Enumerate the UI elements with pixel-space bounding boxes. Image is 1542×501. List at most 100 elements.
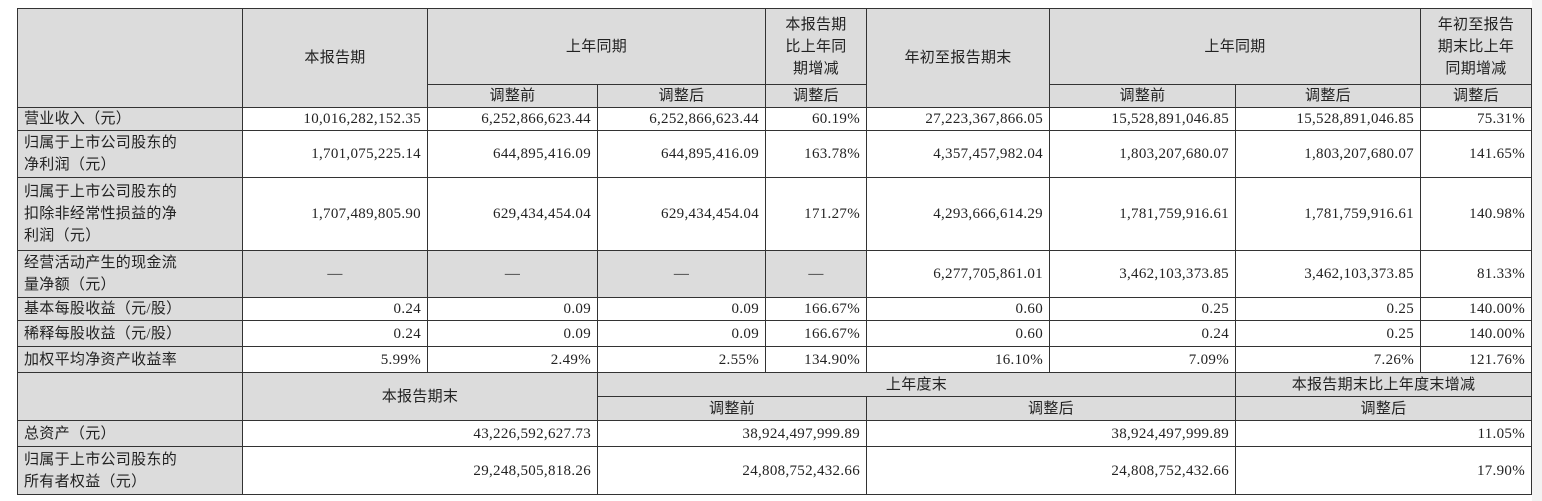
cell: 60.19% bbox=[765, 107, 867, 131]
cell: 0.60 bbox=[866, 297, 1050, 321]
cell: 7.26% bbox=[1235, 346, 1421, 373]
table-row: 总资产（元） 43,226,592,627.73 38,924,497,999.… bbox=[17, 420, 1532, 447]
scrollbar-strip bbox=[1532, 0, 1542, 501]
cell: 1,803,207,680.07 bbox=[1049, 130, 1236, 178]
label-line: 归属于上市公司股东的 bbox=[24, 184, 178, 200]
header-after-adj: 调整后 bbox=[765, 84, 867, 108]
cell: 0.60 bbox=[866, 320, 1050, 347]
cell-na: — bbox=[242, 250, 428, 298]
cell: 1,701,075,225.14 bbox=[242, 130, 428, 178]
label-line: 经营活动产生的现金流 bbox=[24, 255, 178, 271]
label-line: 扣除非经常性损益的净 bbox=[24, 206, 178, 222]
cell: 166.67% bbox=[765, 320, 867, 347]
cell: 15,528,891,046.85 bbox=[1235, 107, 1421, 131]
header-before-adj: 调整前 bbox=[597, 396, 867, 421]
cell: 0.25 bbox=[1235, 297, 1421, 321]
cell: 644,895,416.09 bbox=[597, 130, 766, 178]
cell: 140.00% bbox=[1420, 297, 1532, 321]
table-row: 稀释每股收益（元/股） 0.24 0.09 0.09 166.67% 0.60 … bbox=[17, 320, 1532, 347]
cell: 11.05% bbox=[1235, 420, 1532, 447]
cell: 10,016,282,152.35 bbox=[242, 107, 428, 131]
cell: 121.76% bbox=[1420, 346, 1532, 373]
table-row: 归属于上市公司股东的 净利润（元） 1,701,075,225.14 644,89… bbox=[17, 130, 1532, 178]
financial-summary-table: 本报告期 上年同期 本报告期 比上年同 期增减 年初至报告期末 上年同期 年初至… bbox=[17, 8, 1532, 495]
cell: 4,357,457,982.04 bbox=[866, 130, 1050, 178]
cell-na: — bbox=[597, 250, 766, 298]
cell: 0.09 bbox=[427, 297, 598, 321]
label-line: 量净额（元） bbox=[24, 277, 116, 293]
table-row: 基本每股收益（元/股） 0.24 0.09 0.09 166.67% 0.60 … bbox=[17, 297, 1532, 321]
header-prior-same-period: 上年同期 bbox=[427, 8, 766, 85]
label-line: 利润（元） bbox=[24, 228, 101, 244]
header-ytd: 年初至报告期末 bbox=[866, 8, 1050, 108]
table-row: 归属于上市公司股东的 所有者权益（元） 29,248,505,818.26 24,… bbox=[17, 446, 1532, 495]
cell: 81.33% bbox=[1420, 250, 1532, 298]
cell: 644,895,416.09 bbox=[427, 130, 598, 178]
header-current-period: 本报告期 bbox=[242, 8, 428, 108]
label-line: 基本每股收益（元/股） bbox=[24, 301, 182, 317]
row-label: 归属于上市公司股东的 所有者权益（元） bbox=[17, 446, 243, 495]
cell: 15,528,891,046.85 bbox=[1049, 107, 1236, 131]
row-label: 营业收入（元） bbox=[17, 107, 243, 131]
cell: 0.09 bbox=[427, 320, 598, 347]
table-row: 营业收入（元） 10,016,282,152.35 6,252,866,623.… bbox=[17, 107, 1532, 131]
row-label: 稀释每股收益（元/股） bbox=[17, 320, 243, 347]
cell: 1,781,759,916.61 bbox=[1049, 177, 1236, 251]
header-after-adj: 调整后 bbox=[1235, 84, 1421, 108]
header-blank bbox=[17, 8, 243, 108]
cell: 629,434,454.04 bbox=[597, 177, 766, 251]
cell: 3,462,103,373.85 bbox=[1049, 250, 1236, 298]
header-line: 期末比上年 bbox=[1437, 38, 1515, 55]
label-line: 加权平均净资产收益率 bbox=[24, 351, 178, 368]
header-line: 期增减 bbox=[793, 60, 839, 77]
cell: 6,252,866,623.44 bbox=[597, 107, 766, 131]
cell: 1,707,489,805.90 bbox=[242, 177, 428, 251]
header-change-after-adj: 调整后 bbox=[1235, 396, 1532, 421]
cell: 3,462,103,373.85 bbox=[1235, 250, 1421, 298]
table-row: 归属于上市公司股东的 扣除非经常性损益的净 利润（元） 1,707,489,805.… bbox=[17, 177, 1532, 251]
row-label: 归属于上市公司股东的 扣除非经常性损益的净 利润（元） bbox=[17, 177, 243, 251]
header-after-adj: 调整后 bbox=[866, 396, 1236, 421]
balance-header-blank bbox=[17, 372, 243, 421]
cell: 2.49% bbox=[427, 346, 598, 373]
cell: 29,248,505,818.26 bbox=[242, 446, 598, 495]
header-line: 同期增减 bbox=[1445, 60, 1507, 77]
cell: 43,226,592,627.73 bbox=[242, 420, 598, 447]
cell: 38,924,497,999.89 bbox=[597, 420, 867, 447]
cell: 171.27% bbox=[765, 177, 867, 251]
header-prior-ytd: 上年同期 bbox=[1049, 8, 1421, 85]
label-line: 所有者权益（元） bbox=[24, 473, 147, 490]
header-yoy-change: 本报告期 比上年同 期增减 bbox=[765, 8, 867, 85]
header-after-adj: 调整后 bbox=[597, 84, 766, 108]
cell: 1,803,207,680.07 bbox=[1235, 130, 1421, 178]
cell: 6,277,705,861.01 bbox=[866, 250, 1050, 298]
cell: 0.24 bbox=[1049, 320, 1236, 347]
header-ytd-change: 年初至报告 期末比上年 同期增减 bbox=[1420, 8, 1532, 85]
cell-na: — bbox=[427, 250, 598, 298]
header-before-adj: 调整前 bbox=[1049, 84, 1236, 108]
row-label: 归属于上市公司股东的 净利润（元） bbox=[17, 130, 243, 178]
cell: 629,434,454.04 bbox=[427, 177, 598, 251]
cell: 5.99% bbox=[242, 346, 428, 373]
cell: 24,808,752,432.66 bbox=[866, 446, 1236, 495]
label-line: 总资产（元） bbox=[24, 425, 116, 442]
cell: 2.55% bbox=[597, 346, 766, 373]
cell: 140.98% bbox=[1420, 177, 1532, 251]
cell: 0.09 bbox=[597, 320, 766, 347]
row-label: 加权平均净资产收益率 bbox=[17, 346, 243, 373]
label-line: 营业收入（元） bbox=[24, 111, 132, 127]
header-period-end: 本报告期末 bbox=[242, 372, 598, 421]
cell: 7.09% bbox=[1049, 346, 1236, 373]
header-after-adj: 调整后 bbox=[1420, 84, 1532, 108]
table-row: 经营活动产生的现金流 量净额（元） — — — — 6,277,705,861.0… bbox=[17, 250, 1532, 298]
cell: 141.65% bbox=[1420, 130, 1532, 178]
cell: 0.25 bbox=[1049, 297, 1236, 321]
cell: 0.25 bbox=[1235, 320, 1421, 347]
cell: 24,808,752,432.66 bbox=[597, 446, 867, 495]
cell: 140.00% bbox=[1420, 320, 1532, 347]
label-line: 归属于上市公司股东的 bbox=[24, 135, 178, 151]
header-period-end-change: 本报告期末比上年度末增减 bbox=[1235, 372, 1532, 397]
label-line: 稀释每股收益（元/股） bbox=[24, 325, 182, 342]
row-label: 总资产（元） bbox=[17, 420, 243, 447]
label-line: 归属于上市公司股东的 bbox=[24, 451, 178, 468]
